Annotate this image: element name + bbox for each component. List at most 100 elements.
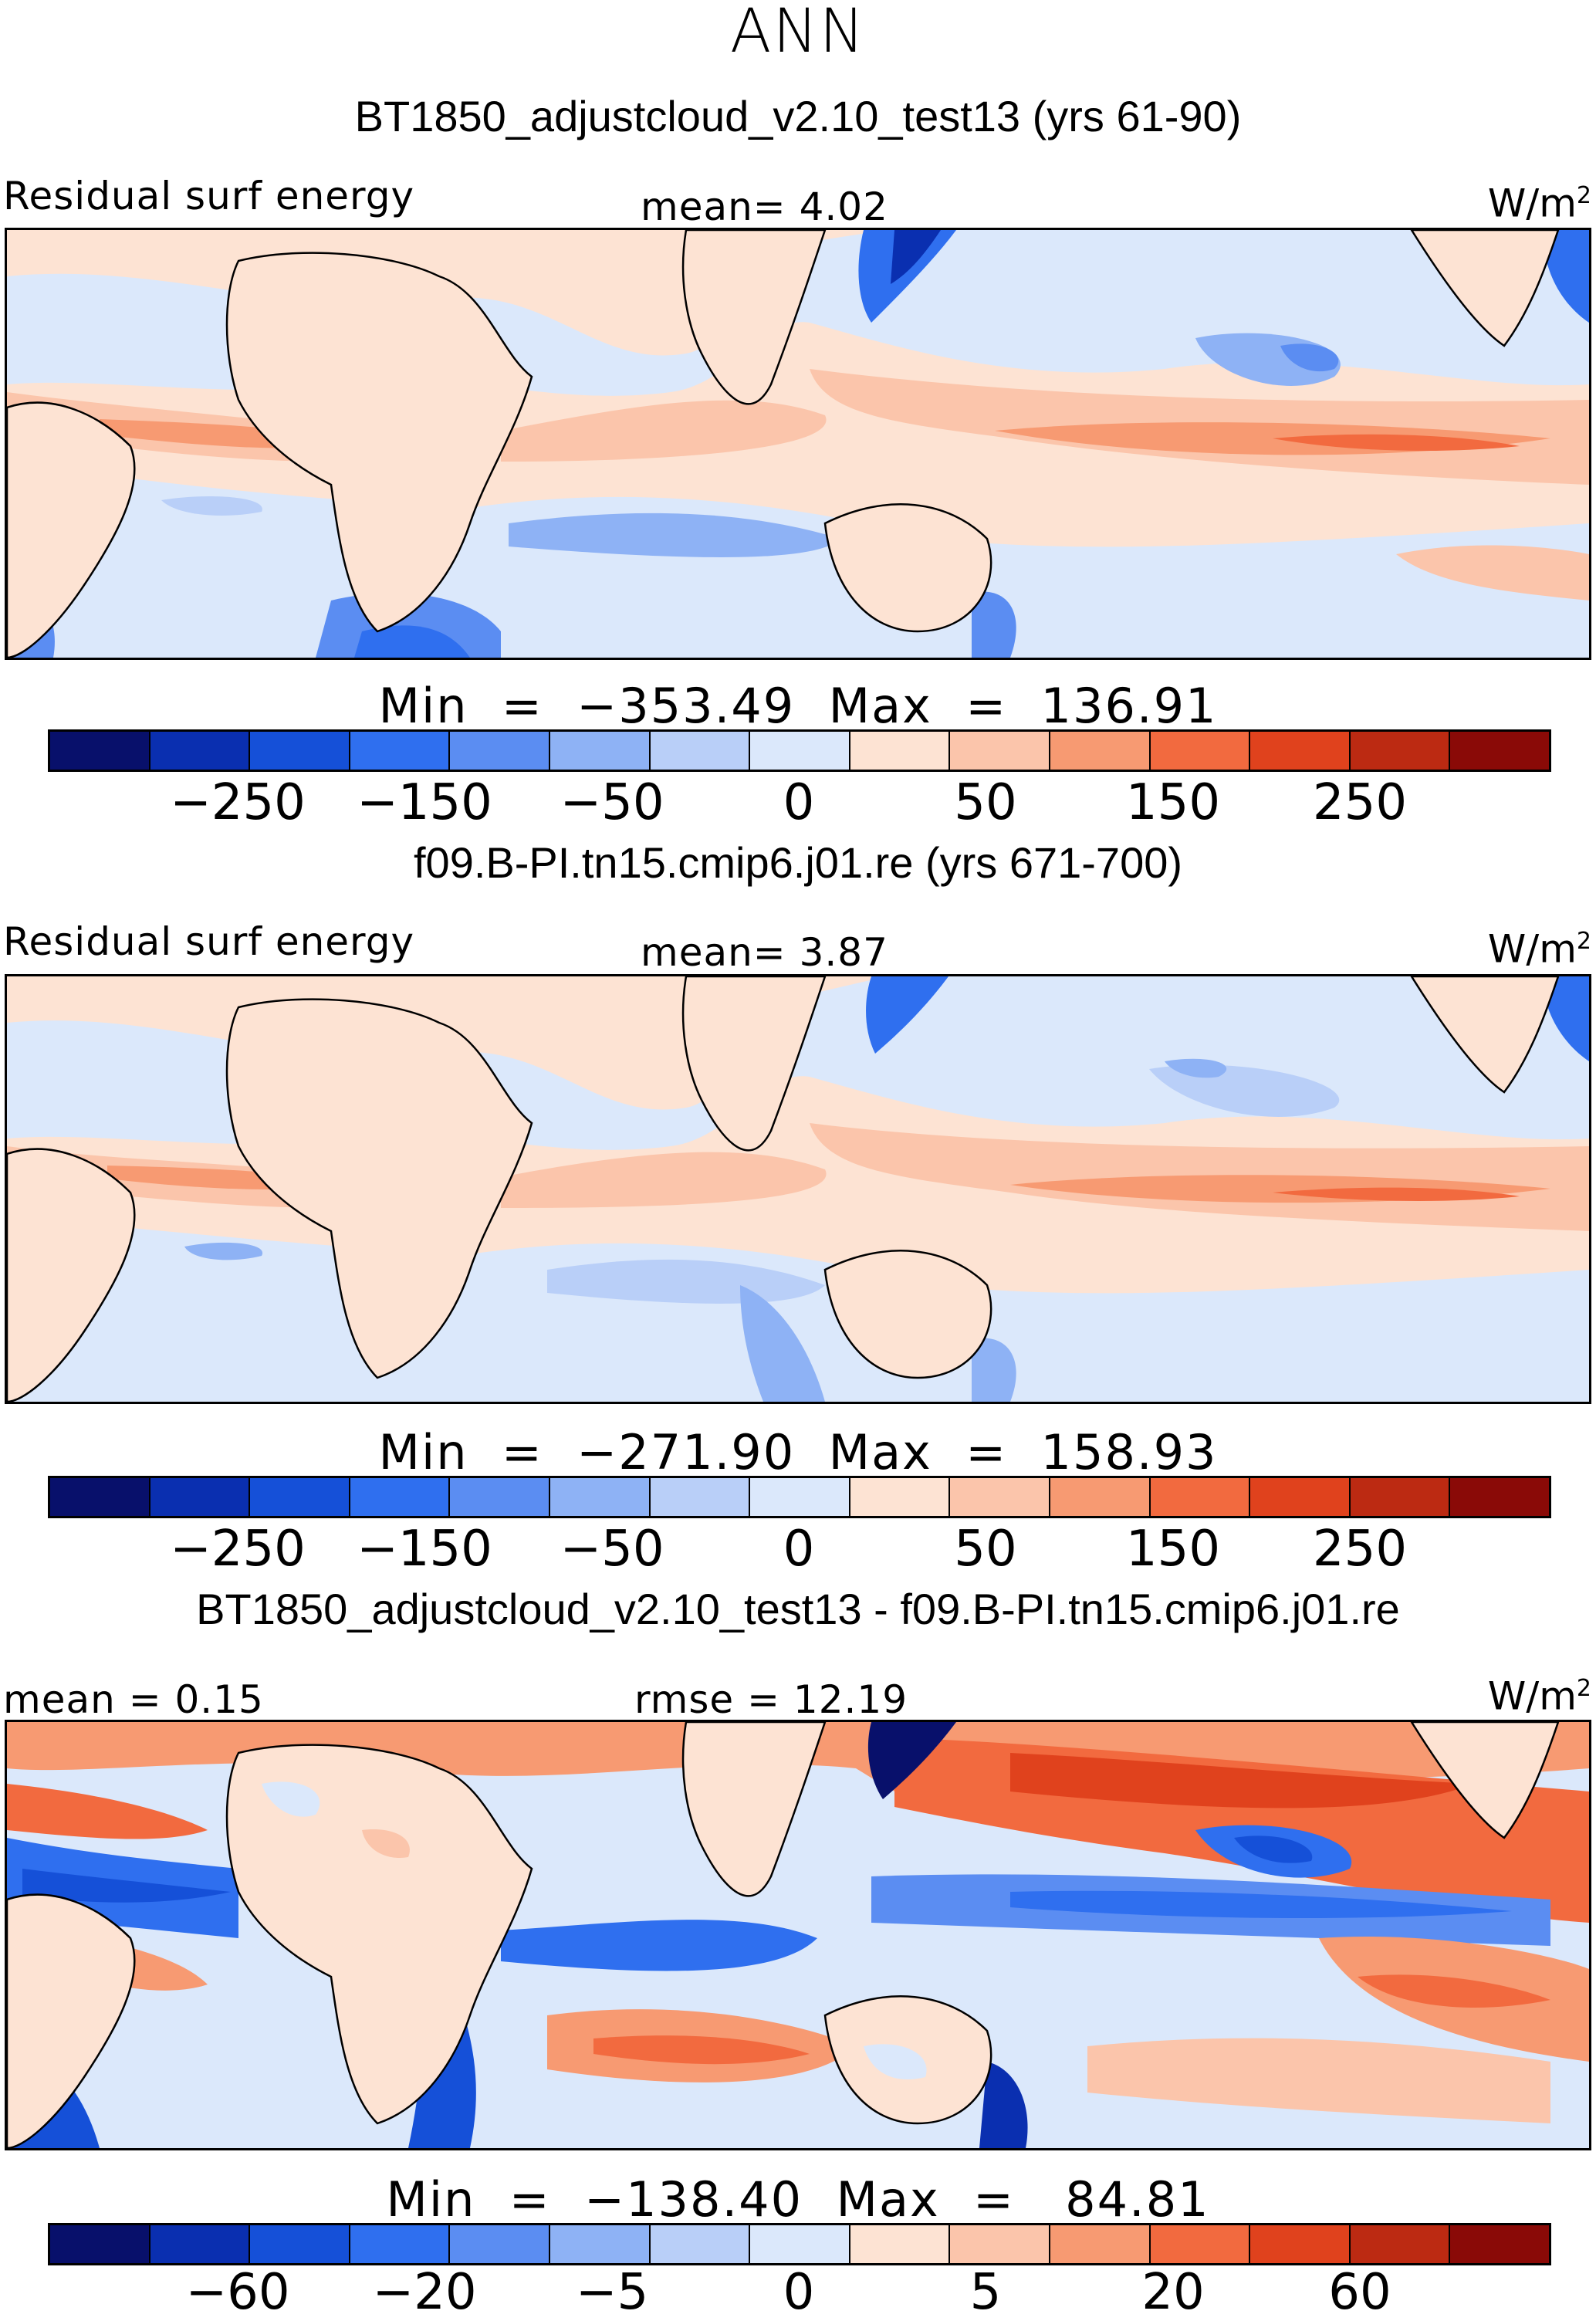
colorbar-cell xyxy=(250,732,350,770)
india-outline xyxy=(681,1722,827,1897)
colorbar-cell xyxy=(150,732,251,770)
colorbar-cell xyxy=(549,732,651,770)
colorbar-cell xyxy=(250,2225,350,2263)
colorbar-cell xyxy=(450,732,550,770)
colorbar-cell xyxy=(950,2225,1050,2263)
panel-2-variable-label: Residual surf energy xyxy=(3,919,415,964)
panel-2-tick-label: −150 xyxy=(357,1521,492,1578)
panel-1-tick-label: −250 xyxy=(170,774,306,831)
colorbar-cell xyxy=(1250,732,1351,770)
south-america-outline xyxy=(7,401,136,658)
panel-2-units: W/m2 xyxy=(1487,926,1591,972)
season-title: ANN xyxy=(729,0,867,66)
central-america-outline xyxy=(1410,1722,1560,1839)
colorbar-cell xyxy=(1150,732,1251,770)
colorbar-cell xyxy=(350,2225,451,2263)
panel-1-mean-label: mean= 4.02 xyxy=(641,184,888,229)
colorbar-cell xyxy=(150,2225,251,2263)
panel-1-map-field xyxy=(7,230,1589,658)
colorbar-cell xyxy=(650,2225,751,2263)
panel-3-tick-label: 60 xyxy=(1328,2264,1391,2321)
colorbar-cell xyxy=(350,732,451,770)
panel-2-min-max: Min = −271.90 Max = 158.93 xyxy=(378,1424,1218,1480)
india-outline xyxy=(681,976,827,1152)
panel-3-tick-label: −60 xyxy=(185,2264,290,2321)
north-orange-region xyxy=(7,1722,1589,1812)
panel-2-tick-label: −50 xyxy=(560,1521,664,1578)
kuroshio-dark-blue xyxy=(867,1722,956,1799)
australia-outline xyxy=(823,503,992,633)
panel-3-map-field xyxy=(7,1722,1589,2148)
colorbar-cell xyxy=(450,1478,550,1516)
colorbar-cell xyxy=(1250,2225,1351,2263)
colorbar-cell xyxy=(650,1478,751,1516)
colorbar-cell xyxy=(650,732,751,770)
kuroshio-blue-patch xyxy=(866,976,948,1054)
panel-3-units: W/m2 xyxy=(1487,1673,1591,1719)
panel-2-tick-label: 0 xyxy=(783,1521,815,1578)
indian-warm-band xyxy=(501,1152,827,1208)
panel-3-mean-label: mean = 0.15 xyxy=(3,1677,264,1722)
south-america-outline xyxy=(7,1148,136,1402)
india-outline xyxy=(681,230,827,405)
australia-outline xyxy=(823,1250,992,1379)
colorbar-cell xyxy=(1150,1478,1251,1516)
colorbar-cell xyxy=(950,1478,1050,1516)
panel-3-tick-label: 20 xyxy=(1141,2264,1205,2321)
panel-2-map-field xyxy=(7,976,1589,1402)
colorbar-cell xyxy=(350,1478,451,1516)
indian-warm-band xyxy=(501,400,827,462)
panel-1-title: BT1850_adjustcloud_v2.10_test13 (yrs 61-… xyxy=(354,92,1242,140)
central-america-outline xyxy=(1410,230,1560,347)
panel-3-tick-label: −5 xyxy=(575,2264,649,2321)
colorbar-cell xyxy=(1050,2225,1151,2263)
colorbar-cell xyxy=(549,2225,651,2263)
colorbar-cell xyxy=(50,732,150,770)
colorbar-cell xyxy=(1050,732,1151,770)
panel-1-variable-label: Residual surf energy xyxy=(3,174,415,218)
colorbar-cell xyxy=(1450,1478,1549,1516)
colorbar-cell xyxy=(1450,2225,1549,2263)
panel-1-tick-label: −150 xyxy=(357,774,492,831)
colorbar-cell xyxy=(1350,2225,1451,2263)
colorbar-cell xyxy=(250,1478,350,1516)
panel-1-tick-label: 250 xyxy=(1312,774,1408,831)
colorbar-cell xyxy=(750,732,850,770)
panel-2-title: f09.B-PI.tn15.cmip6.j01.re (yrs 671-700) xyxy=(413,838,1183,887)
panel-3-map xyxy=(5,1720,1591,2150)
panel-3-colorbar xyxy=(48,2223,1551,2265)
panel-2-map xyxy=(5,974,1591,1404)
panel-1-colorbar xyxy=(48,729,1551,772)
panel-2-tick-label: 150 xyxy=(1125,1521,1221,1578)
colorbar-cell xyxy=(1450,732,1549,770)
panel-2-mean-label: mean= 3.87 xyxy=(641,930,888,975)
colorbar-cell xyxy=(950,732,1050,770)
panel-3-rmse-label: rmse = 12.19 xyxy=(634,1677,908,1722)
colorbar-cell xyxy=(1350,732,1451,770)
colorbar-cell xyxy=(850,1478,951,1516)
colorbar-cell xyxy=(750,2225,850,2263)
panel-3-tick-label: 0 xyxy=(783,2264,815,2321)
panel-3-title: BT1850_adjustcloud_v2.10_test13 - f09.B-… xyxy=(196,1585,1400,1633)
indian-blue-band xyxy=(501,1920,817,1971)
central-america-outline xyxy=(1410,976,1560,1094)
africa-outline xyxy=(225,1744,533,2125)
panel-2-tick-label: 250 xyxy=(1312,1521,1408,1578)
colorbar-cell xyxy=(450,2225,550,2263)
kuroshio-blue-patch xyxy=(858,230,956,323)
panel-2-tick-label: −250 xyxy=(170,1521,306,1578)
colorbar-cell xyxy=(50,1478,150,1516)
gulf-stream-blue-patch xyxy=(1543,230,1589,323)
panel-3-tick-label: 5 xyxy=(969,2264,1002,2321)
colorbar-cell xyxy=(150,1478,251,1516)
continent-outlines xyxy=(7,230,1560,658)
panel-3-min-max: Min = −138.40 Max = 84.81 xyxy=(386,2171,1210,2228)
panel-1-map xyxy=(5,228,1591,660)
colorbar-cell xyxy=(1250,1478,1351,1516)
panel-3-tick-label: −20 xyxy=(372,2264,477,2321)
panel-1-tick-label: 50 xyxy=(954,774,1017,831)
panel-2-tick-label: 50 xyxy=(954,1521,1017,1578)
panel-1-tick-label: −50 xyxy=(560,774,664,831)
africa-outline xyxy=(225,998,533,1379)
panel-1-tick-label: 0 xyxy=(783,774,815,831)
